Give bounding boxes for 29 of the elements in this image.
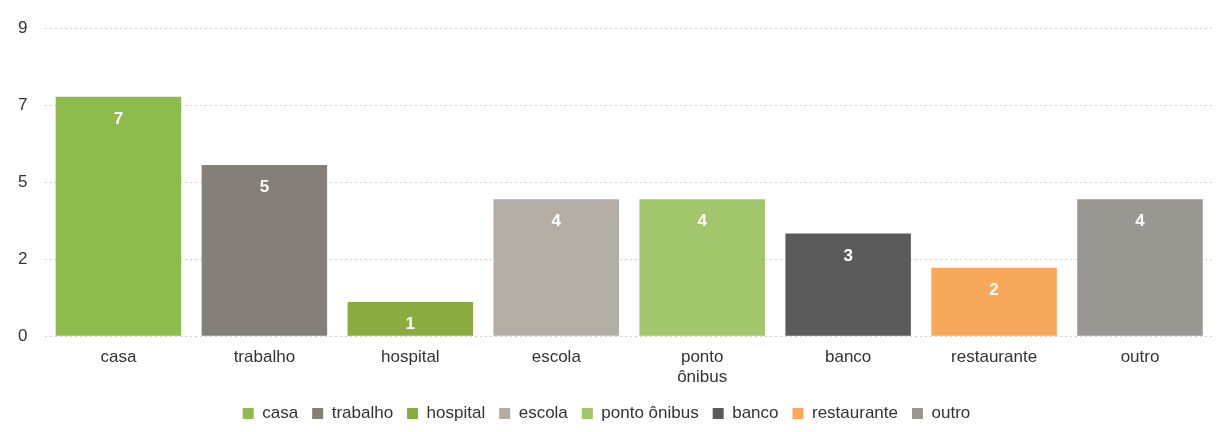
legend-label: escola bbox=[518, 403, 569, 423]
data-label: 2 bbox=[989, 279, 999, 299]
data-label: 4 bbox=[697, 211, 708, 231]
x-tick-label: trabalho bbox=[233, 347, 296, 367]
x-tick-label: escola bbox=[531, 347, 582, 367]
legend-label: banco bbox=[732, 403, 779, 423]
data-label: 5 bbox=[259, 177, 270, 197]
x-tick-label: outro bbox=[1120, 347, 1160, 367]
legend-label: hospital bbox=[426, 403, 486, 423]
data-label: 7 bbox=[113, 108, 124, 128]
x-tick-label: banco bbox=[824, 347, 872, 367]
data-label: 3 bbox=[843, 245, 853, 265]
data-label: 4 bbox=[1135, 211, 1146, 231]
y-tick-label: 7 bbox=[17, 94, 28, 114]
data-label: 4 bbox=[551, 211, 562, 231]
legend-label: trabalho bbox=[331, 403, 394, 423]
legend-label: restaurante bbox=[812, 403, 899, 423]
data-label: 1 bbox=[405, 314, 416, 334]
legend-label: casa bbox=[262, 403, 299, 423]
x-tick-label: restaurante bbox=[951, 347, 1038, 367]
y-tick-label: 0 bbox=[17, 325, 28, 345]
x-tick-label: casa bbox=[100, 347, 137, 367]
y-tick-label: 5 bbox=[17, 171, 28, 191]
y-tick-label: 2 bbox=[17, 248, 28, 268]
legend-label: ponto ônibus bbox=[601, 403, 699, 423]
x-tick-label: ponto ônibus bbox=[677, 347, 728, 387]
legend-label: outro bbox=[931, 403, 971, 423]
x-tick-label: hospital bbox=[381, 347, 440, 367]
y-tick-label: 9 bbox=[17, 17, 28, 37]
